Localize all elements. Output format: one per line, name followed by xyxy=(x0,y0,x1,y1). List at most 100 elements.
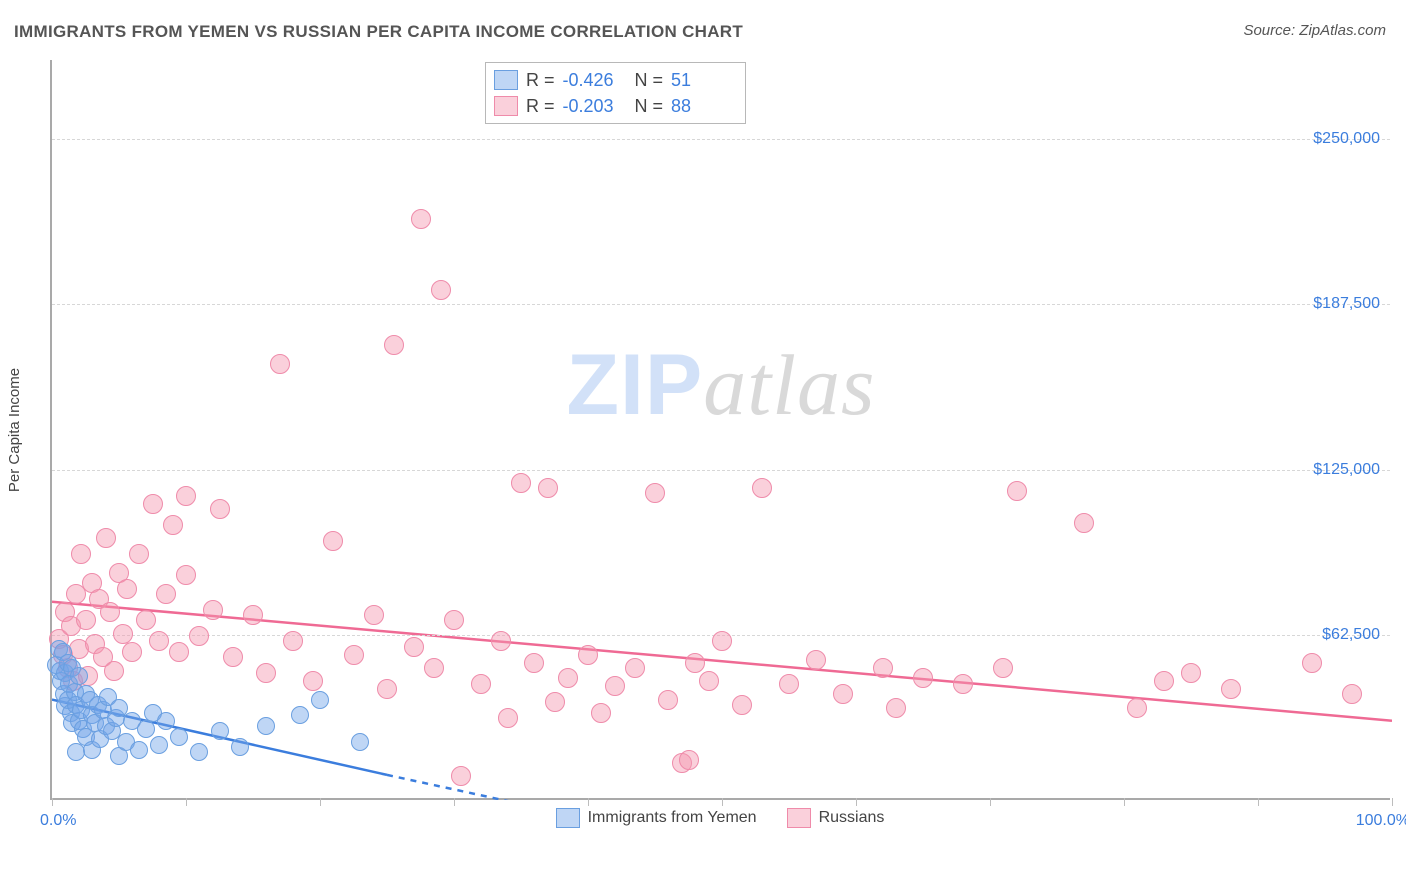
data-point-pink xyxy=(1181,663,1201,683)
data-point-pink xyxy=(886,698,906,718)
data-point-pink xyxy=(424,658,444,678)
data-point-pink xyxy=(605,676,625,696)
y-axis-label: Per Capita Income xyxy=(6,368,23,492)
n-label: N = xyxy=(635,96,664,117)
legend-item-yemen: Immigrants from Yemen xyxy=(556,808,757,828)
data-point-pink xyxy=(344,645,364,665)
data-point-pink xyxy=(136,610,156,630)
data-point-pink xyxy=(283,631,303,651)
swatch-pink xyxy=(787,808,811,828)
x-tick xyxy=(588,798,589,806)
data-point-pink xyxy=(833,684,853,704)
data-point-pink xyxy=(113,624,133,644)
data-point-pink xyxy=(129,544,149,564)
data-point-pink xyxy=(411,209,431,229)
swatch-pink xyxy=(494,96,518,116)
data-point-pink xyxy=(732,695,752,715)
x-max-label: 100.0% xyxy=(1356,812,1406,830)
data-point-pink xyxy=(1154,671,1174,691)
data-point-pink xyxy=(699,671,719,691)
data-point-pink xyxy=(685,653,705,673)
data-point-pink xyxy=(806,650,826,670)
x-min-label: 0.0% xyxy=(40,812,76,830)
r-value: -0.426 xyxy=(563,70,627,91)
data-point-pink xyxy=(104,661,124,681)
data-point-pink xyxy=(303,671,323,691)
r-value: -0.203 xyxy=(563,96,627,117)
data-point-pink xyxy=(76,610,96,630)
data-point-pink xyxy=(1221,679,1241,699)
gridline xyxy=(52,470,1390,471)
plot-wrap: ZIPatlas $62,500$125,000$187,500$250,000… xyxy=(50,60,1390,840)
y-tick-label: $250,000 xyxy=(1313,130,1380,148)
watermark-atlas: atlas xyxy=(703,337,875,433)
data-point-pink xyxy=(210,499,230,519)
data-point-blue xyxy=(291,706,309,724)
legend-item-russians: Russians xyxy=(787,808,885,828)
data-point-blue xyxy=(130,741,148,759)
data-point-blue xyxy=(67,743,85,761)
data-point-blue xyxy=(137,720,155,738)
trend-lines-layer xyxy=(52,60,1392,800)
data-point-pink xyxy=(498,708,518,728)
data-point-pink xyxy=(779,674,799,694)
legend-row-blue: R = -0.426 N = 51 xyxy=(494,67,735,93)
x-tick xyxy=(856,798,857,806)
data-point-pink xyxy=(122,642,142,662)
data-point-pink xyxy=(384,335,404,355)
data-point-pink xyxy=(658,690,678,710)
source-label: Source: ZipAtlas.com xyxy=(1243,22,1386,39)
data-point-pink xyxy=(117,579,137,599)
data-point-blue xyxy=(190,743,208,761)
y-tick-label: $125,000 xyxy=(1313,461,1380,479)
data-point-pink xyxy=(203,600,223,620)
data-point-blue xyxy=(257,717,275,735)
y-tick-label: $62,500 xyxy=(1322,626,1380,644)
data-point-pink xyxy=(96,528,116,548)
n-value: 51 xyxy=(671,70,735,91)
data-point-blue xyxy=(311,691,329,709)
data-point-pink xyxy=(404,637,424,657)
data-point-pink xyxy=(451,766,471,786)
data-point-pink xyxy=(625,658,645,678)
trend-line xyxy=(387,775,588,800)
data-point-blue xyxy=(351,733,369,751)
data-point-pink xyxy=(558,668,578,688)
data-point-pink xyxy=(270,354,290,374)
swatch-blue xyxy=(556,808,580,828)
x-tick xyxy=(990,798,991,806)
correlation-legend: R = -0.426 N = 51 R = -0.203 N = 88 xyxy=(485,62,746,124)
data-point-pink xyxy=(645,483,665,503)
data-point-pink xyxy=(163,515,183,535)
data-point-pink xyxy=(431,280,451,300)
data-point-blue xyxy=(170,728,188,746)
data-point-pink xyxy=(578,645,598,665)
n-label: N = xyxy=(635,70,664,91)
data-point-pink xyxy=(243,605,263,625)
data-point-pink xyxy=(176,565,196,585)
data-point-pink xyxy=(913,668,933,688)
data-point-blue xyxy=(150,736,168,754)
data-point-blue xyxy=(157,712,175,730)
y-tick-label: $187,500 xyxy=(1313,295,1380,313)
data-point-pink xyxy=(545,692,565,712)
data-point-pink xyxy=(471,674,491,694)
data-point-pink xyxy=(873,658,893,678)
data-point-pink xyxy=(1007,481,1027,501)
r-label: R = xyxy=(526,96,555,117)
legend-label: Russians xyxy=(819,809,885,827)
data-point-blue xyxy=(211,722,229,740)
data-point-pink xyxy=(169,642,189,662)
series-legend: Immigrants from Yemen Russians xyxy=(50,808,1390,828)
data-point-pink xyxy=(149,631,169,651)
data-point-pink xyxy=(444,610,464,630)
x-tick xyxy=(722,798,723,806)
data-point-pink xyxy=(364,605,384,625)
data-point-pink xyxy=(223,647,243,667)
data-point-pink xyxy=(323,531,343,551)
legend-row-pink: R = -0.203 N = 88 xyxy=(494,93,735,119)
plot-area: ZIPatlas $62,500$125,000$187,500$250,000 xyxy=(50,60,1390,800)
x-tick xyxy=(454,798,455,806)
x-tick xyxy=(1124,798,1125,806)
data-point-pink xyxy=(491,631,511,651)
